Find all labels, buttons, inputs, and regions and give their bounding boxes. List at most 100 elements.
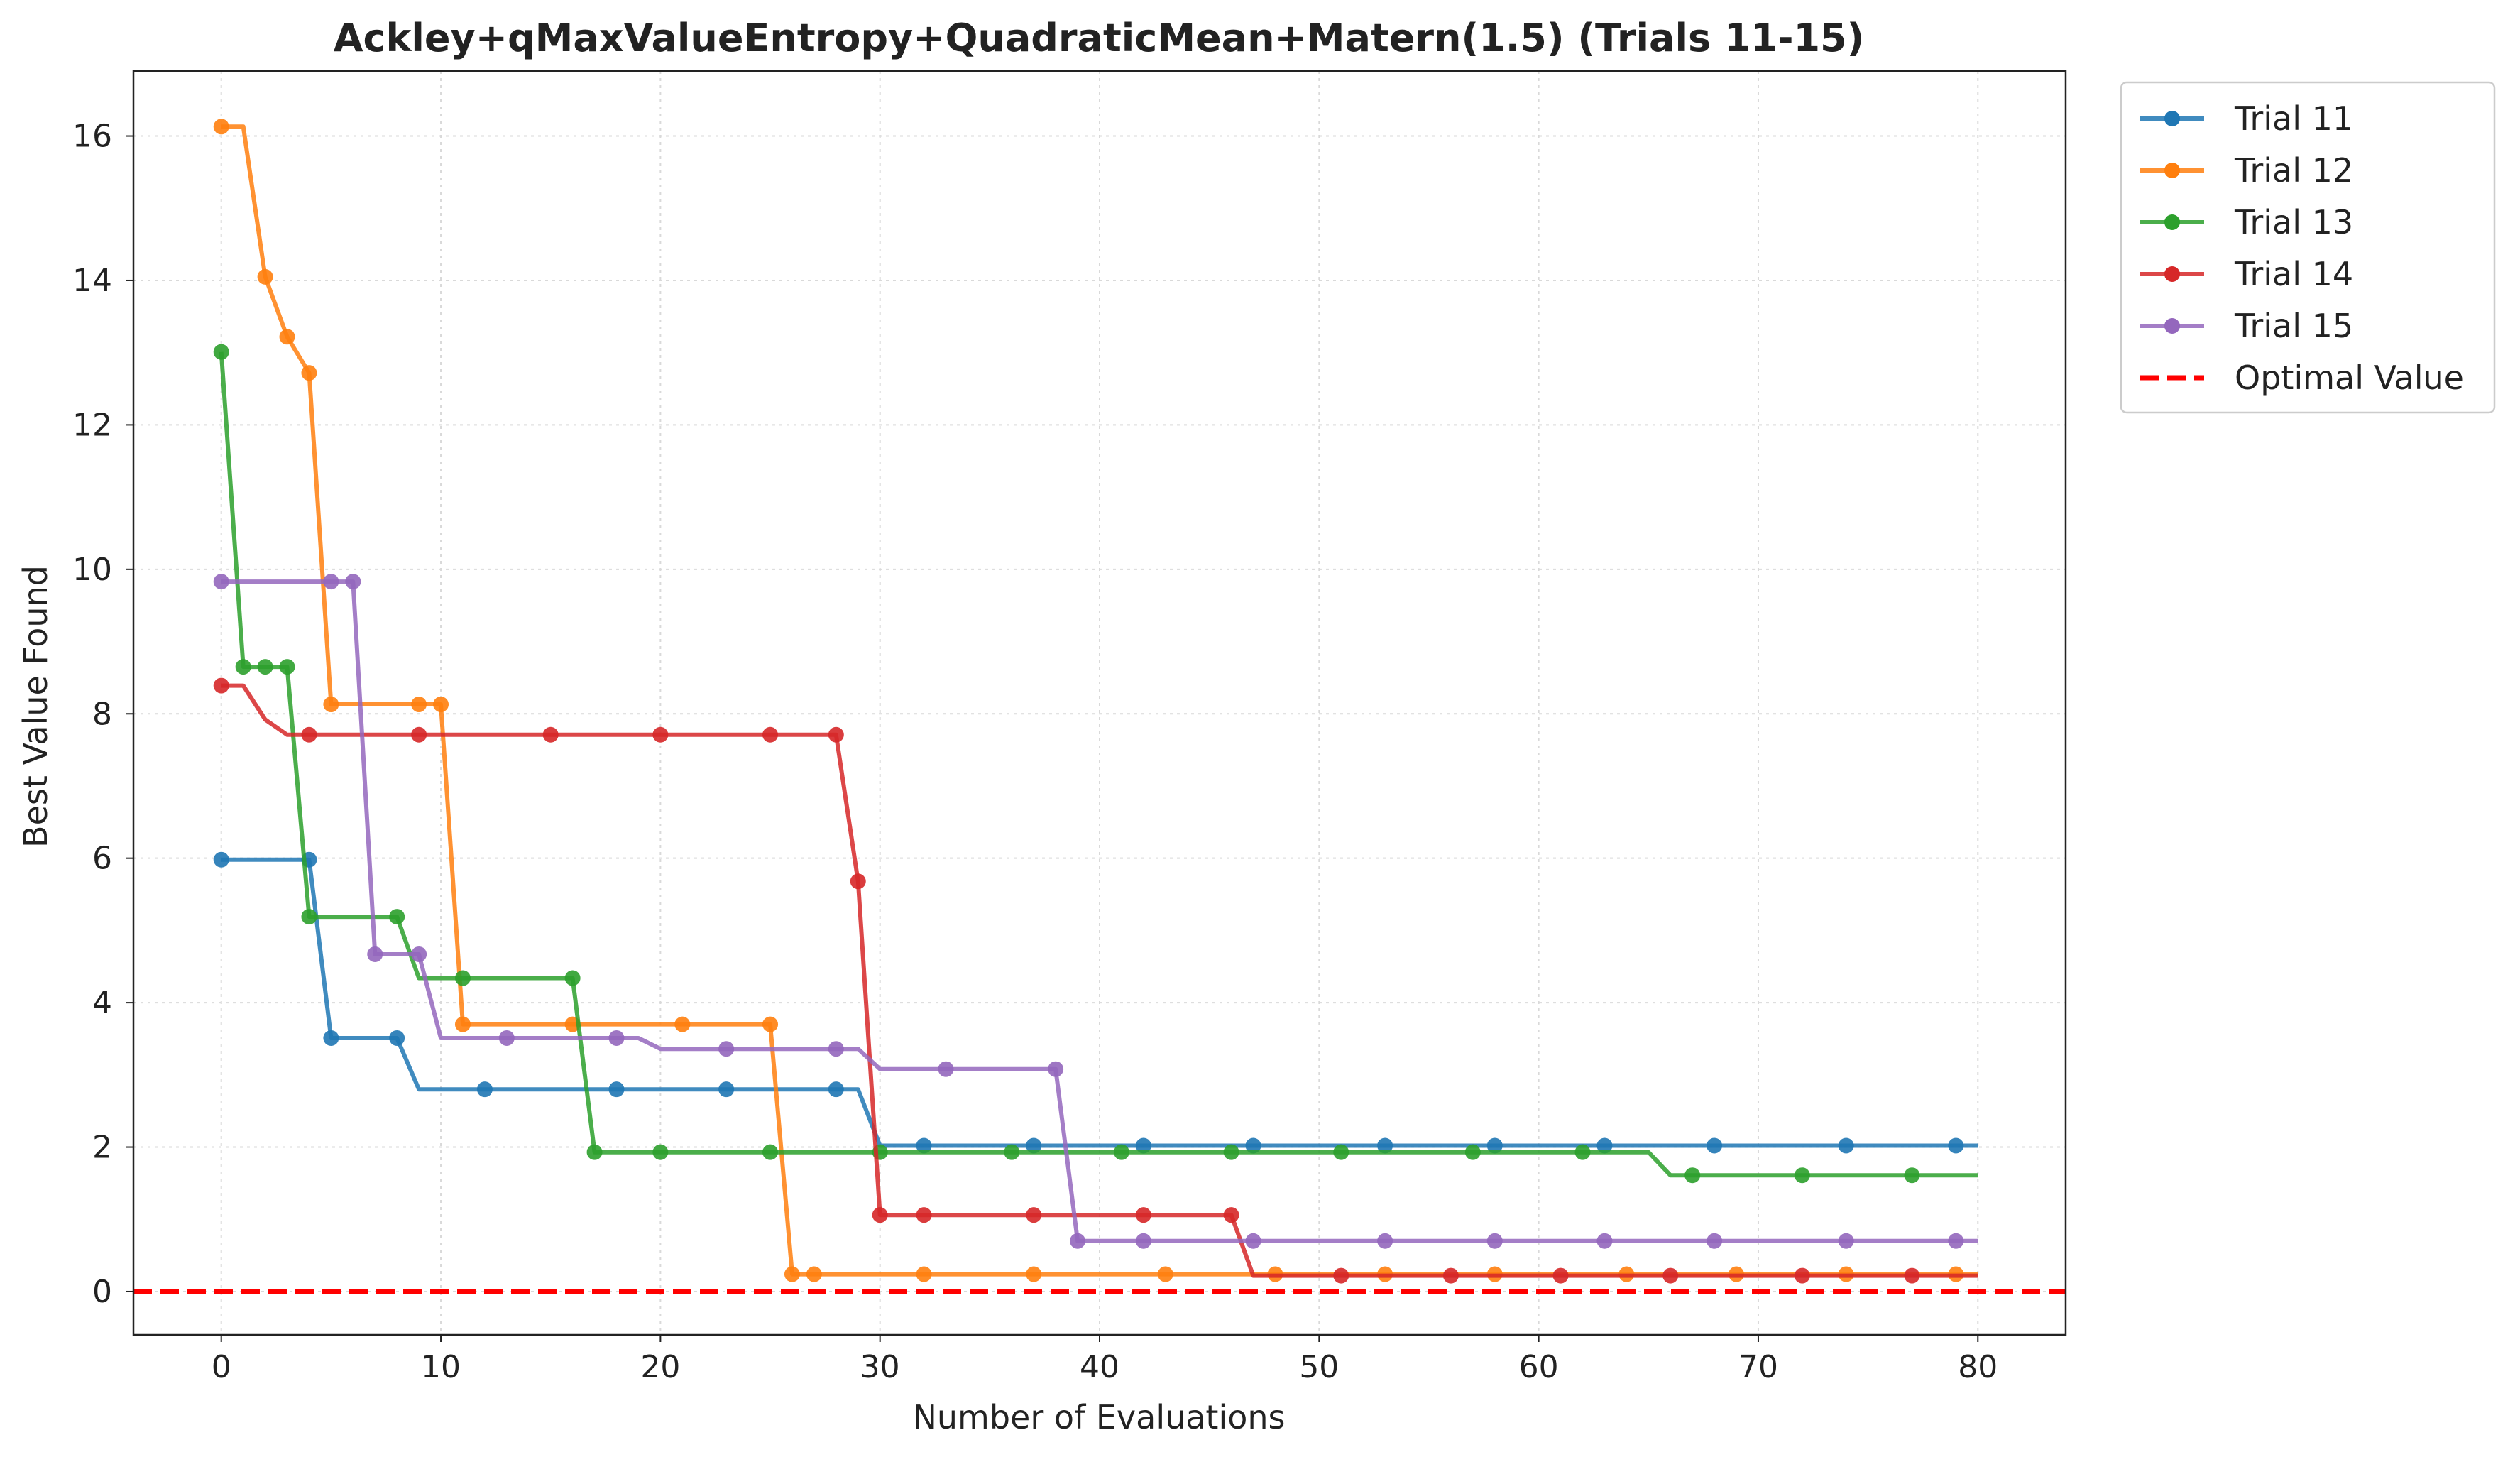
data-point: [411, 946, 427, 962]
data-point: [1135, 1207, 1151, 1223]
x-tick-label: 70: [1738, 1349, 1778, 1385]
y-axis-label: Best Value Found: [16, 565, 55, 848]
x-tick-label: 40: [1080, 1349, 1119, 1385]
x-tick-label: 0: [212, 1349, 231, 1385]
data-point: [213, 119, 229, 135]
y-tick-label: 8: [92, 696, 112, 732]
data-point: [762, 1144, 779, 1160]
y-tick-label: 2: [92, 1130, 112, 1166]
data-point: [542, 726, 559, 743]
series-trial-14: [213, 677, 1978, 1284]
data-point: [762, 1016, 779, 1032]
data-point: [828, 1081, 844, 1098]
x-tick-label: 10: [421, 1349, 461, 1385]
series-trial-13: [213, 344, 1978, 1184]
data-point: [608, 1030, 625, 1046]
data-point: [1486, 1137, 1503, 1154]
data-point: [411, 726, 427, 743]
data-point: [1223, 1207, 1239, 1223]
y-tick-label: 6: [92, 841, 112, 877]
legend-label: Trial 15: [2234, 307, 2353, 345]
data-point: [718, 1081, 735, 1098]
data-point: [345, 574, 361, 590]
series-line: [221, 579, 1978, 1243]
data-point: [213, 851, 229, 868]
data-point: [1707, 1233, 1723, 1249]
data-point: [850, 873, 866, 890]
legend-item: Optimal Value: [2140, 359, 2464, 397]
data-point: [652, 726, 669, 743]
data-point: [1245, 1233, 1261, 1249]
data-point: [301, 365, 317, 381]
data-point: [1948, 1233, 1964, 1249]
data-point: [564, 970, 581, 986]
data-point: [1135, 1233, 1151, 1249]
data-point: [806, 1266, 822, 1282]
data-point: [762, 726, 779, 743]
data-point: [1026, 1137, 1042, 1154]
data-point: [213, 677, 229, 694]
legend-swatch-marker: [2164, 163, 2180, 178]
data-point: [652, 1144, 669, 1160]
series-trial-11: [213, 851, 1978, 1154]
data-point: [323, 1030, 339, 1046]
grid: [133, 71, 2066, 1335]
data-point: [367, 946, 383, 962]
data-point: [1070, 1233, 1086, 1249]
data-point: [1333, 1267, 1349, 1284]
series-group: [213, 119, 1978, 1284]
x-axis-ticks: 0 10 20 30 40 50 60 70 80: [212, 1335, 1998, 1385]
x-tick-label: 80: [1958, 1349, 1998, 1385]
data-point: [1662, 1267, 1679, 1284]
data-point: [323, 574, 339, 590]
data-point: [1026, 1207, 1042, 1223]
data-point: [916, 1137, 932, 1154]
legend-label: Trial 12: [2234, 151, 2353, 190]
data-point: [1486, 1233, 1503, 1249]
data-point: [784, 1266, 800, 1282]
data-point: [1113, 1144, 1129, 1160]
data-point: [454, 1016, 471, 1032]
data-point: [1135, 1137, 1151, 1154]
legend-frame: [2120, 81, 2496, 414]
data-point: [301, 909, 317, 925]
data-point: [279, 659, 295, 675]
legend-label: Trial 11: [2234, 99, 2353, 138]
legend-item: Trial 13: [2140, 203, 2353, 241]
data-point: [411, 697, 427, 713]
data-point: [586, 1144, 603, 1160]
y-axis-ticks: 0 2 4 6 8 10 12 14 16: [72, 119, 133, 1310]
legend-swatch-marker: [2164, 266, 2180, 282]
legend-label: Trial 13: [2234, 203, 2353, 241]
legend-item: Trial 11: [2140, 99, 2353, 138]
data-point: [433, 697, 449, 713]
data-point: [389, 1030, 405, 1046]
data-point: [828, 726, 844, 743]
x-tick-label: 20: [640, 1349, 680, 1385]
data-point: [1707, 1137, 1723, 1154]
data-point: [1245, 1137, 1261, 1154]
y-tick-label: 4: [92, 985, 112, 1021]
data-point: [389, 909, 405, 925]
data-point: [1596, 1137, 1613, 1154]
data-point: [1223, 1144, 1239, 1160]
y-tick-label: 14: [72, 263, 112, 299]
legend-item: Trial 15: [2140, 307, 2353, 345]
data-point: [1377, 1233, 1393, 1249]
data-point: [279, 329, 295, 345]
data-point: [1794, 1167, 1810, 1184]
data-point: [1157, 1266, 1173, 1282]
data-point: [1048, 1061, 1064, 1077]
data-point: [1552, 1267, 1569, 1284]
data-point: [1904, 1267, 1920, 1284]
data-point: [938, 1061, 954, 1077]
data-point: [674, 1016, 691, 1032]
legend-swatch-marker: [2164, 318, 2180, 334]
legend-swatch-marker: [2164, 111, 2180, 126]
legend-label: Trial 14: [2234, 255, 2353, 293]
data-point: [1026, 1266, 1042, 1282]
data-point: [1838, 1137, 1854, 1154]
data-point: [1442, 1267, 1459, 1284]
y-tick-label: 16: [72, 119, 112, 155]
data-point: [257, 659, 273, 675]
